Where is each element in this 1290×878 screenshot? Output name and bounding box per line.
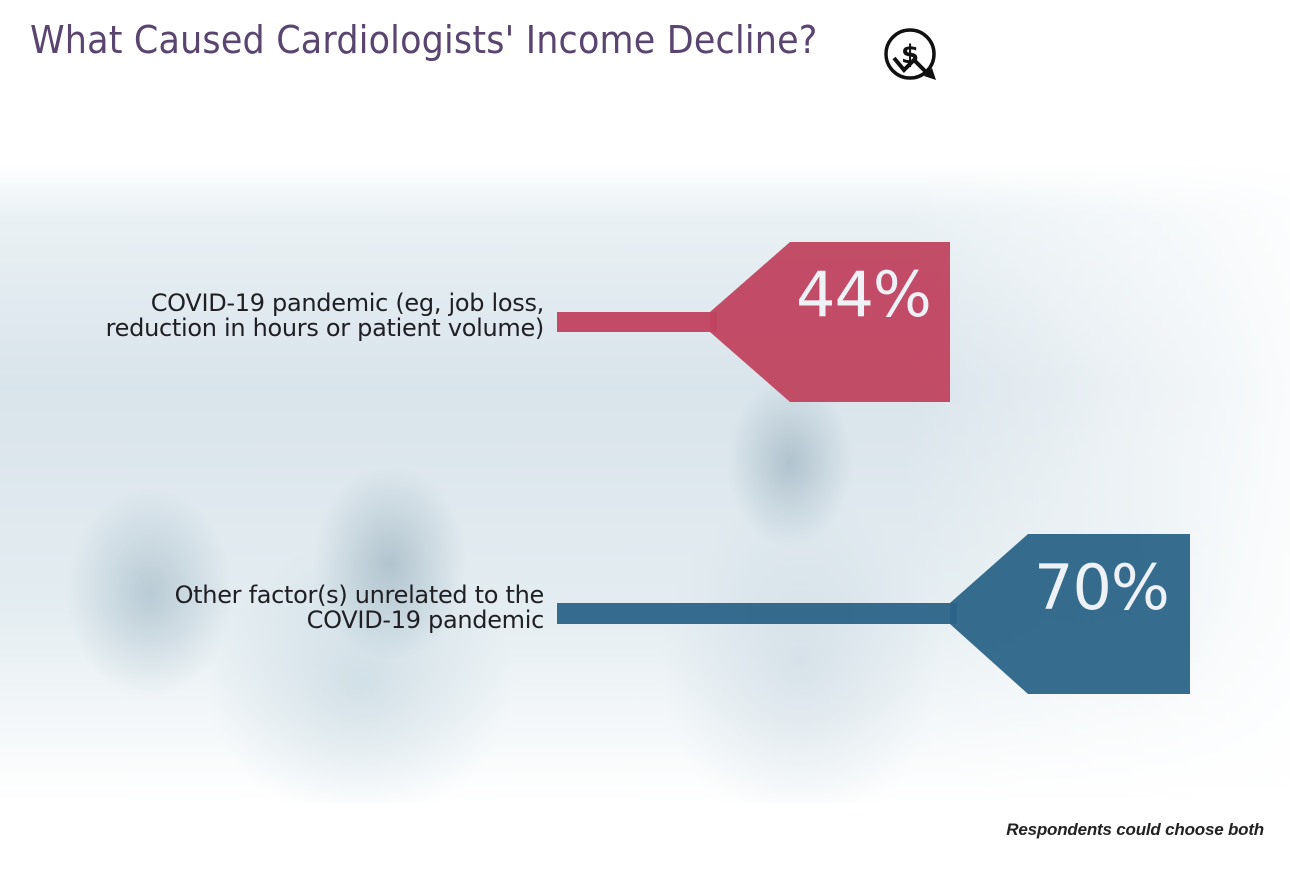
bar-value-covid: 44% <box>796 258 932 331</box>
footnote: Respondents could choose both <box>1006 820 1264 839</box>
bar-value-other: 70% <box>1034 551 1170 624</box>
page-title: What Caused Cardiologists' Income Declin… <box>30 18 818 62</box>
bar-label-line: reduction in hours or patient volume) <box>105 314 545 342</box>
background-photo <box>0 163 1290 803</box>
bar-label-line: COVID-19 pandemic (eg, job loss, <box>150 289 545 317</box>
bar-other-factors <box>557 534 1190 694</box>
bar-label-line: COVID-19 pandemic <box>306 606 545 634</box>
bar-covid <box>557 242 950 402</box>
dollar-decline-icon: $ <box>884 28 936 80</box>
bar-label-other: Other factor(s) unrelated to the COVID-1… <box>174 581 545 634</box>
bar-label-line: Other factor(s) unrelated to the <box>174 581 545 609</box>
bar-label-covid: COVID-19 pandemic (eg, job loss, reducti… <box>105 289 545 342</box>
